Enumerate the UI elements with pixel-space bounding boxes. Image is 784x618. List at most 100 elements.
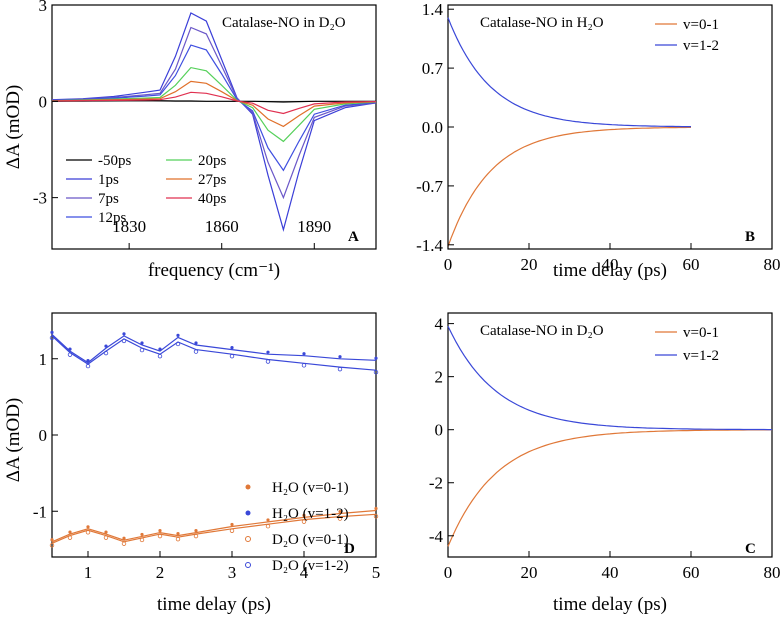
panel-d-xlabel: time delay (ps): [157, 594, 271, 615]
panel-d-series-d-o-v-0-1--point: [139, 537, 145, 543]
panel-d-series-d-o-v-0-1--point: [175, 536, 181, 542]
panel-a-series-12ps-line: [51, 44, 377, 172]
panel-a-series--50ps-legend-label: -50ps: [98, 153, 131, 169]
panel-c-series-v-1-2-line: [447, 326, 772, 431]
panel-d-xtick-label: 3: [228, 563, 237, 582]
panel-d-series-h-o-v-0-1--legend-marker: [245, 484, 251, 490]
panel-c-series-v-0-1-legend-label: v=0-1: [683, 325, 719, 341]
panel-c-series-v-1-2-legend-label: v=1-2: [683, 348, 719, 364]
panel-b-title: Catalase-NO in H₂O: [480, 15, 604, 31]
panel-d-series-d-o-v-1-2--point: [301, 363, 307, 368]
panel-d-series-d-o-v-0-1--point: [265, 524, 271, 529]
panel-d-series-d-o-v-0-1--point: [337, 516, 343, 521]
panel-d-series-d-o-v-0-1--point: [373, 514, 379, 519]
panel-a-series-27ps-legend-label: 27ps: [198, 172, 227, 188]
panel-d-series-d-o-v-1-2--point: [175, 341, 181, 347]
panel-d-series-d-o-v-0-1--line: [51, 513, 377, 544]
panel-b-series-v-1-2-legend-label: v=1-2: [683, 38, 719, 54]
panel-c-xlabel: time delay (ps): [553, 594, 667, 615]
panel-c-ytick-label: -2: [429, 474, 443, 493]
panel-d-series-h-o-v-1-2--line: [51, 333, 377, 364]
panel-a: 1830 1860 1890 -3 0 3 Catalase-NO in D₂O A fr…: [3, 0, 377, 281]
panel-d-series-h-o-v-1-2--point: [338, 355, 342, 359]
panel-a-label: A: [348, 229, 359, 245]
panel-a-series-12ps-legend-label: 12ps: [98, 210, 127, 226]
panel-b-ytick-label: -0.7: [416, 177, 443, 196]
panel-d-ytick-label: 1: [39, 350, 48, 369]
panel-a-frame: [51, 4, 377, 250]
panel-b-xtick-label: 80: [764, 255, 781, 274]
panel-d-series-d-o-v-0-1--point: [301, 519, 307, 524]
panel-d-series-d-o-v-0-1--legend-marker: [245, 536, 251, 542]
panel-a-xtick-label: 1890: [297, 217, 331, 236]
panel-d-series-d-o-v-1-2--line: [51, 335, 377, 371]
panel-d-series-d-o-v-1-2--point: [103, 350, 109, 356]
panel-a-series-40ps-line: [51, 91, 377, 115]
panel-b-xtick-label: 0: [444, 255, 453, 274]
panel-d-series-h-o-v-0-1--point: [140, 532, 144, 537]
panel-d-series-h-o-v-1-2--point: [194, 341, 198, 345]
panel-d-series-d-o-v-1-2--point: [67, 352, 73, 357]
panel-d-series-d-o-v-0-1--point: [85, 530, 91, 535]
panel-c-ytick-label: 4: [435, 315, 444, 334]
panel-c: 0 20 40 60 80 -4 -2 0 2 4 Catalase-NO in D₂O C ti…: [429, 312, 781, 615]
panel-b-xtick-label: 20: [521, 255, 538, 274]
panel-d-series-h-o-v-1-2--point: [374, 356, 378, 360]
panel-d-series-d-o-v-1-2--point: [157, 353, 163, 359]
panel-a-series-1ps-legend-label: 1ps: [98, 172, 119, 188]
panel-d-xtick-label: 4: [300, 563, 309, 582]
panel-c-xtick-label: 0: [444, 563, 453, 582]
panel-c-xtick-label: 20: [521, 563, 538, 582]
panel-b-series-v-1-2-line: [447, 17, 691, 128]
panel-d-series-d-o-v-0-1--legend-label: D₂O (v=0-1): [272, 532, 349, 548]
panel-d-series-d-o-v-0-1--point: [49, 543, 55, 548]
panel-a-series-20ps-line: [51, 66, 377, 143]
panel-c-title: Catalase-NO in D₂O: [480, 323, 604, 339]
panel-d-series-h-o-v-0-1--point: [86, 525, 90, 529]
panel-d-series-h-o-v-0-1--point: [230, 522, 234, 527]
panel-c-ytick-label: -4: [429, 527, 444, 546]
panel-a-ytick-label: 3: [39, 0, 48, 15]
panel-d-series-d-o-v-1-2--point: [265, 359, 271, 364]
panel-d-series-h-o-v-1-2--point: [86, 358, 90, 363]
panel-d-series-h-o-v-1-2--point: [302, 352, 306, 356]
panel-d-ylabel: ΔA (mOD): [3, 398, 24, 483]
panel-b-series-v-0-1-line: [447, 126, 691, 247]
panel-b-ytick-label: 1.4: [422, 0, 444, 19]
panel-b-xtick-label: 60: [683, 255, 700, 274]
panel-a-xtick-label: 1830: [112, 217, 146, 236]
panel-d-xtick-label: 2: [156, 563, 165, 582]
panel-d-series-h-o-v-1-2--legend-marker: [245, 510, 251, 516]
panel-d-ytick-label: -1: [33, 502, 47, 521]
panel-d-series-h-o-v-1-2--point: [230, 346, 234, 350]
panel-d-series-d-o-v-1-2--legend-label: D₂O (v=1-2): [272, 558, 349, 574]
panel-b: 0 20 40 60 80 -1.4 -0.7 0.0 0.7 1.4 Catalase-NO i…: [416, 0, 780, 281]
panel-b-frame: [447, 4, 773, 250]
panel-d-series-d-o-v-0-1--point: [67, 535, 73, 540]
panel-d-series-d-o-v-1-2--point: [229, 353, 235, 359]
panel-d-series-h-o-v-0-1--point: [194, 529, 198, 533]
panel-d-series-d-o-v-0-1--point: [229, 528, 235, 533]
panel-b-series-v-0-1-legend-label: v=0-1: [683, 17, 719, 33]
panel-a-xtick-label: 1860: [205, 217, 239, 236]
panel-b-xtick-label: 40: [602, 255, 619, 274]
panel-c-xtick-label: 80: [764, 563, 781, 582]
panel-d-series-h-o-v-0-1--point: [338, 509, 342, 514]
panel-d-series-d-o-v-0-1--point: [193, 533, 199, 539]
panel-d-series-d-o-v-0-1--point: [121, 541, 127, 546]
panel-a-ytick-label: 0: [39, 92, 48, 111]
panel-d-xtick-label: 1: [84, 563, 93, 582]
panel-d-series-h-o-v-0-1--point: [266, 518, 270, 522]
panel-d-series-d-o-v-0-1--point: [103, 535, 109, 540]
panel-d-series-h-o-v-1-2--point: [140, 341, 144, 345]
panel-d-series-h-o-v-0-1--point: [374, 506, 378, 511]
panel-a-title: Catalase-NO in D₂O: [222, 15, 346, 31]
panel-a-series-7ps-line: [51, 26, 377, 200]
panel-d-series-h-o-v-0-1--legend-label: H₂O (v=0-1): [272, 480, 349, 496]
panel-c-ytick-label: 2: [435, 368, 444, 387]
panel-b-ytick-label: -1.4: [416, 236, 443, 255]
panel-d-series-h-o-v-0-1--line: [51, 509, 377, 543]
panel-d-series-h-o-v-0-1--point: [176, 532, 180, 536]
panel-d-ytick-label: 0: [39, 426, 48, 445]
